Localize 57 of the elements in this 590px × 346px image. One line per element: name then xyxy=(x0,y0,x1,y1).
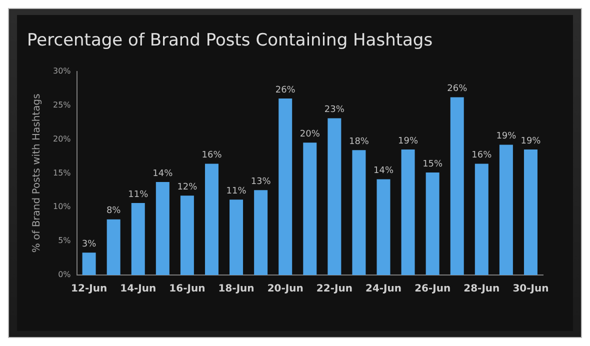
y-tick-label: 0% xyxy=(58,270,72,280)
x-tick-label: 26-Jun xyxy=(414,284,451,295)
x-tick-label: 24-Jun xyxy=(365,284,402,295)
bar xyxy=(106,219,120,275)
y-tick-label: 10% xyxy=(53,202,72,212)
data-label: 11% xyxy=(226,186,247,197)
x-tick-label: 30-Jun xyxy=(512,284,549,295)
y-tick-label: 25% xyxy=(53,100,72,110)
bar xyxy=(180,196,194,275)
data-label: 8% xyxy=(106,206,122,216)
data-label: 11% xyxy=(128,190,149,200)
bar xyxy=(499,144,513,275)
x-tick-label: 16-Jun xyxy=(169,284,206,295)
x-tick-label: 14-Jun xyxy=(120,284,156,295)
data-label: 13% xyxy=(250,177,272,188)
x-tick-label: 20-Jun xyxy=(267,284,304,295)
data-label: 16% xyxy=(202,150,222,161)
data-label: 26% xyxy=(447,84,468,94)
data-label: 19% xyxy=(398,136,418,146)
bar xyxy=(352,150,366,275)
data-label: 3% xyxy=(82,239,97,250)
x-tick-label: 28-Jun xyxy=(464,284,500,295)
data-label: 26% xyxy=(275,85,296,96)
bar xyxy=(131,203,145,275)
bar xyxy=(82,252,96,275)
y-tick-label: 15% xyxy=(53,168,72,178)
data-label: 19% xyxy=(496,132,517,142)
data-label: 18% xyxy=(348,136,370,147)
x-tick-label: 18-Jun xyxy=(218,284,254,295)
y-tick-label: 30% xyxy=(53,66,72,76)
data-label: 12% xyxy=(177,182,198,192)
bar xyxy=(303,142,317,275)
data-label: 16% xyxy=(472,150,492,161)
bar xyxy=(204,164,218,275)
y-tick-label: 5% xyxy=(58,236,72,246)
bar xyxy=(450,97,464,275)
data-label: 15% xyxy=(422,159,444,170)
x-tick-label: 22-Jun xyxy=(316,284,352,295)
bar xyxy=(401,149,415,275)
data-label: 14% xyxy=(152,168,174,179)
x-tick-label: 12-Jun xyxy=(71,284,108,295)
data-label: 20% xyxy=(300,130,320,140)
y-axis-title: % of Brand Posts with Hashtags xyxy=(32,94,43,253)
data-label: 19% xyxy=(520,136,542,146)
bar xyxy=(230,200,244,275)
bar xyxy=(474,164,488,275)
bar xyxy=(426,172,440,275)
data-label: 23% xyxy=(324,105,345,116)
chart-title: Percentage of Brand Posts Containing Hashtags xyxy=(27,30,433,51)
y-tick-label: 20% xyxy=(53,134,72,144)
bar xyxy=(156,182,170,275)
bar xyxy=(376,179,390,275)
bar xyxy=(254,190,268,275)
bar xyxy=(278,98,292,275)
bar xyxy=(524,149,538,275)
data-label: 14% xyxy=(373,166,394,176)
bar xyxy=(328,118,342,275)
